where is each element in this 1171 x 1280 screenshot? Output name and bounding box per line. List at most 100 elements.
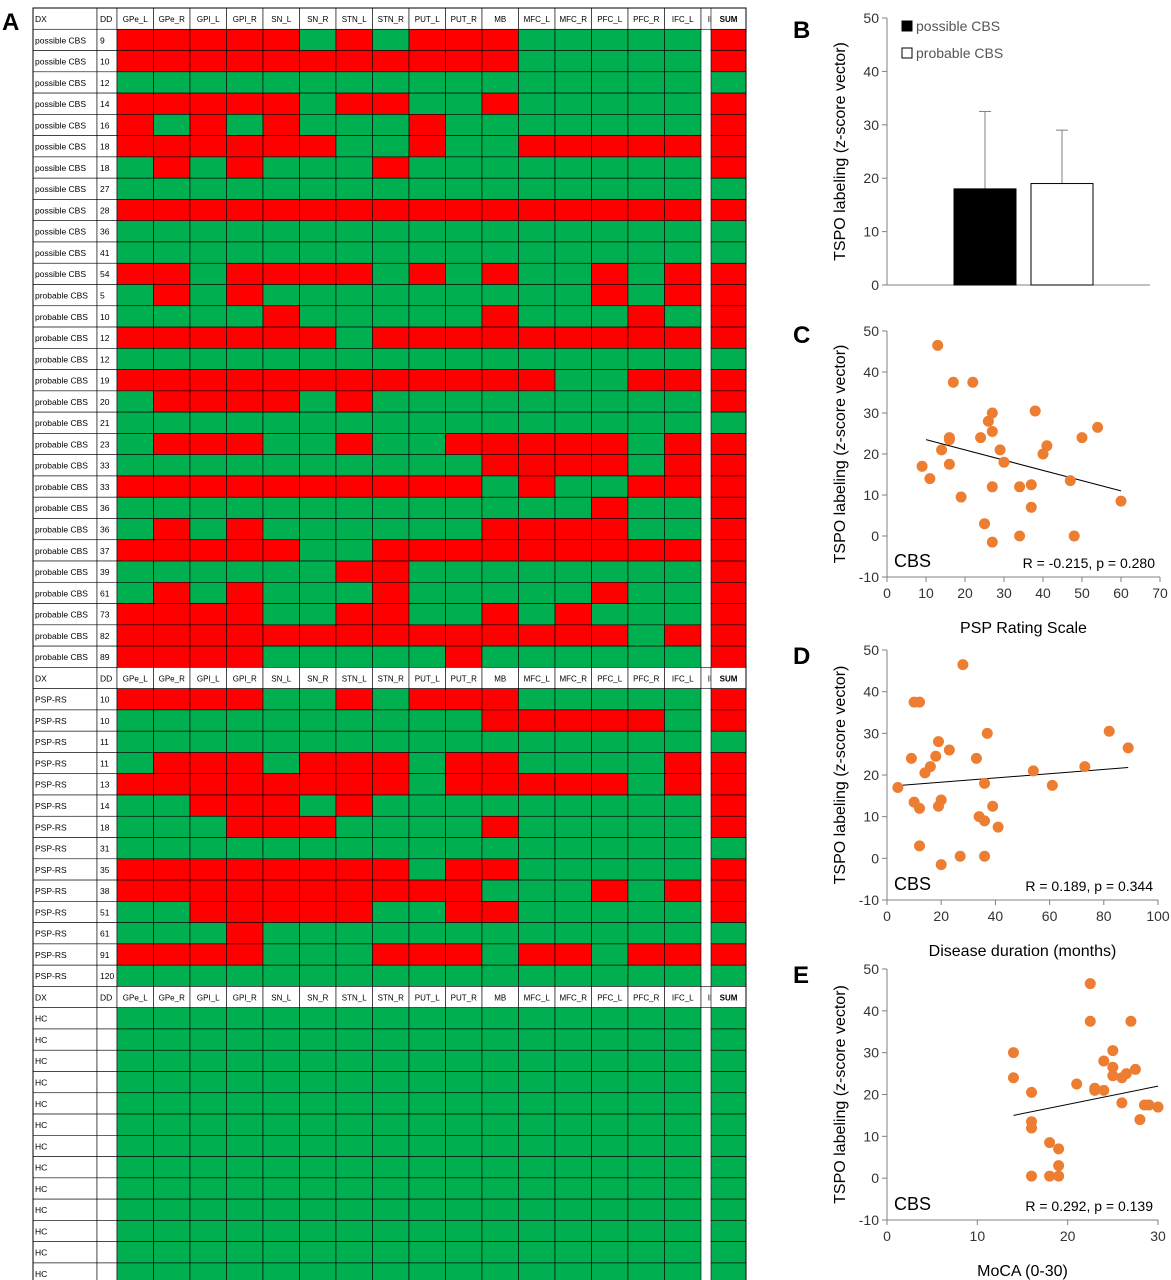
- heatmap-cell: [591, 1071, 629, 1094]
- heatmap-cell: [372, 1049, 410, 1072]
- heatmap-cell: [664, 369, 702, 392]
- dx-label: HC: [35, 1269, 47, 1279]
- heatmap-cell: [408, 1262, 446, 1280]
- group-label: CBS: [894, 874, 931, 894]
- heatmap-cell: [226, 156, 264, 179]
- heatmap-cell: [116, 709, 154, 732]
- heatmap-cell: [408, 305, 446, 328]
- heatmap-cell: [481, 709, 519, 732]
- heatmap-cell: [481, 539, 519, 562]
- heatmap-cell: [481, 1220, 519, 1242]
- heatmap-cell: [627, 815, 665, 838]
- heatmap-cell: [262, 943, 300, 966]
- heatmap-cell: [627, 603, 665, 626]
- sum-cell: [710, 581, 747, 604]
- heatmap-cell: [262, 539, 300, 562]
- heatmap-cell: [591, 284, 629, 307]
- heatmap-row: HC: [32, 1071, 747, 1094]
- heatmap-cell: [335, 1049, 373, 1072]
- column-header-label: IFC_L: [672, 993, 694, 1002]
- column-header-label: STN_L: [342, 15, 367, 24]
- heatmap-cell: [189, 688, 227, 711]
- heatmap-cell: [664, 922, 702, 945]
- heatmap-cell: [372, 794, 410, 817]
- dx-label: probable CBS: [35, 354, 88, 364]
- heatmap-cell: [627, 964, 665, 987]
- heatmap-cell: [554, 1198, 592, 1221]
- group-label: CBS: [894, 551, 931, 571]
- heatmap-cell: [226, 858, 264, 881]
- heatmap-cell: [226, 709, 264, 732]
- heatmap-cell: [116, 1049, 154, 1072]
- heatmap-cell: [372, 943, 410, 966]
- heatmap-cell: [189, 730, 227, 753]
- y-tick-label: 0: [871, 1170, 879, 1186]
- heatmap-cell: [408, 794, 446, 817]
- heatmap-cell: [554, 241, 592, 264]
- heatmap-cell: [299, 1198, 337, 1221]
- heatmap-cell: [591, 496, 629, 519]
- heatmap-cell: [445, 518, 483, 541]
- heatmap-cell: [262, 1177, 300, 1200]
- dx-label: probable CBS: [35, 397, 88, 407]
- panel-label-a: A: [2, 9, 19, 36]
- heatmap-cell: [335, 815, 373, 838]
- heatmap-cell: [627, 496, 665, 519]
- heatmap-cell: [664, 1092, 702, 1115]
- heatmap-cell: [554, 624, 592, 647]
- sum-cell: [710, 1156, 747, 1179]
- heatmap-cell: [408, 284, 446, 307]
- data-point: [986, 425, 998, 437]
- sum-cell: [710, 1220, 747, 1242]
- heatmap-cell: [518, 92, 556, 115]
- data-point: [1116, 1097, 1128, 1109]
- heatmap-cell: [372, 50, 410, 73]
- heatmap-cell: [481, 454, 519, 477]
- heatmap-cell: [226, 1049, 264, 1072]
- heatmap-cell: [481, 1241, 519, 1264]
- heatmap-cell: [554, 390, 592, 413]
- heatmap-cell: [627, 1113, 665, 1136]
- heatmap-cell: [627, 1262, 665, 1280]
- heatmap-cell: [189, 433, 227, 455]
- y-axis-label: TSPO labeling (z-score vector): [832, 345, 849, 564]
- heatmap-cell: [335, 943, 373, 966]
- data-point: [1115, 495, 1127, 507]
- dx-label: probable CBS: [35, 376, 88, 386]
- heatmap-row: probable CBS 19: [32, 369, 747, 392]
- heatmap-cell: [518, 1198, 556, 1221]
- heatmap-cell: [335, 454, 373, 477]
- heatmap-cell: [408, 815, 446, 838]
- heatmap-cell: [591, 922, 629, 945]
- column-header-label: GPI_R: [233, 15, 257, 24]
- heatmap-cell: [299, 199, 337, 221]
- heatmap-cell: [591, 794, 629, 817]
- data-point: [1152, 1101, 1164, 1113]
- dd-label: 18: [100, 822, 110, 832]
- heatmap-row: possible CBS 36: [32, 220, 747, 243]
- heatmap-cell: [664, 1028, 702, 1051]
- heatmap-cell: [189, 305, 227, 328]
- heatmap-cell: [153, 1092, 191, 1115]
- heatmap-cell: [335, 496, 373, 519]
- heatmap-cell: [226, 284, 264, 307]
- y-tick-label: -10: [859, 569, 879, 585]
- dd-label: DD: [100, 673, 112, 683]
- heatmap-cell: [554, 1113, 592, 1136]
- heatmap-cell: [299, 1028, 337, 1051]
- heatmap-cell: [481, 688, 519, 711]
- heatmap-cell: [664, 752, 702, 775]
- heatmap-row: probable CBS 36: [32, 496, 747, 519]
- heatmap-cell: [627, 858, 665, 881]
- heatmap-cell: [189, 1198, 227, 1221]
- heatmap-cell: [481, 241, 519, 264]
- heatmap-cell: [591, 305, 629, 328]
- data-point: [986, 536, 998, 548]
- y-tick-label: 10: [863, 487, 879, 503]
- x-axis-label: PSP Rating Scale: [960, 620, 1087, 637]
- heatmap-cell: [189, 220, 227, 243]
- sum-cell: [710, 1092, 747, 1115]
- dd-label: 51: [100, 907, 110, 917]
- heatmap-cell: [189, 709, 227, 732]
- heatmap-cell: [591, 50, 629, 73]
